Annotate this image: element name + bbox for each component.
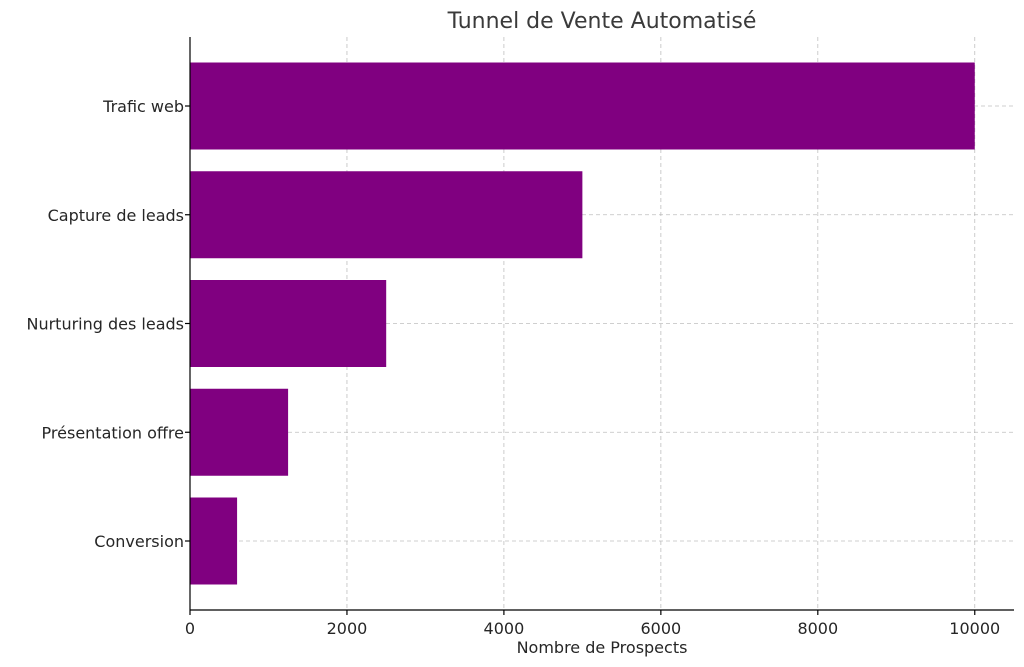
- bar: [190, 62, 975, 150]
- y-tick-label: Présentation offre: [42, 423, 184, 442]
- y-tick-labels: Trafic web Capture de leads Nurturing des …: [26, 97, 190, 551]
- y-tick-label: Conversion: [94, 532, 184, 551]
- bar: [190, 171, 583, 259]
- x-tick-label: 6000: [640, 619, 681, 638]
- x-tick-label: 4000: [484, 619, 525, 638]
- x-tick-labels: 0 2000 4000 6000 8000 10000: [185, 610, 1000, 638]
- x-tick-label: 2000: [327, 619, 368, 638]
- y-tick-label: Trafic web: [102, 97, 184, 116]
- y-tick-label: Capture de leads: [48, 206, 184, 225]
- bar: [190, 280, 387, 367]
- bar: [190, 388, 289, 476]
- bar: [190, 497, 238, 585]
- chart-title: Tunnel de Vente Automatisé: [447, 9, 757, 34]
- x-tick-label: 8000: [797, 619, 838, 638]
- x-tick-label: 10000: [949, 619, 1000, 638]
- x-axis-label: Nombre de Prospects: [517, 638, 688, 657]
- bars: [190, 62, 975, 585]
- y-tick-label: Nurturing des leads: [26, 315, 184, 334]
- x-tick-label: 0: [185, 619, 195, 638]
